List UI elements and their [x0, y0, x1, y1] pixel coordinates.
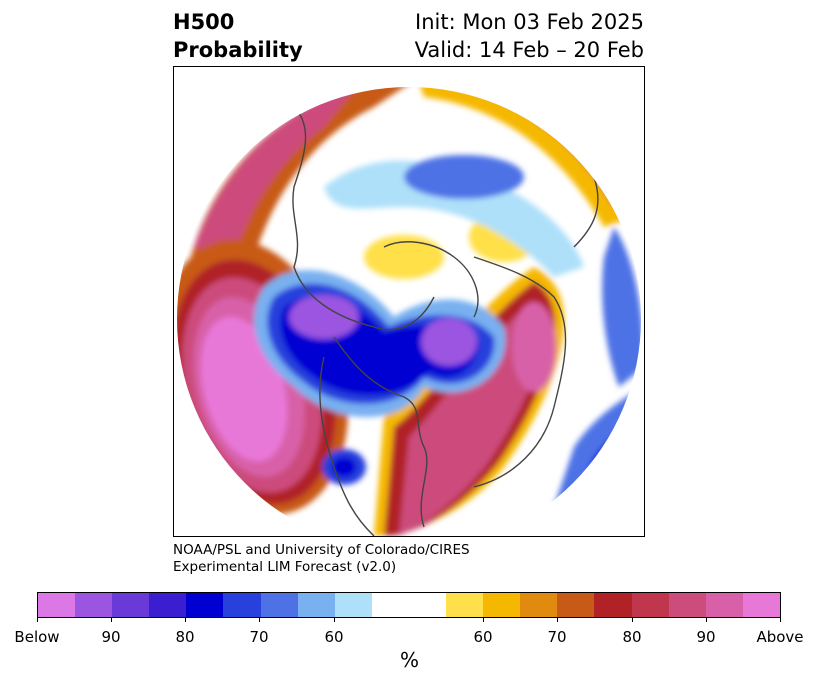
colorbar-tick [259, 617, 260, 622]
colorbar-segment-below-65 [260, 593, 298, 617]
colorbar-label-below: Below [14, 628, 60, 646]
colorbar-segment-below-75 [186, 593, 224, 617]
credit-line-1: NOAA/PSL and University of Colorado/CIRE… [173, 542, 470, 558]
colorbar-segment-neutral [371, 593, 447, 617]
colorbar-tick [780, 617, 781, 622]
colorbar-tick [334, 617, 335, 622]
colorbar-label-above-70: 70 [547, 628, 567, 646]
colorbar-tick [185, 617, 186, 622]
colorbar-tick [483, 617, 484, 622]
colorbar-label-below-60: 60 [324, 628, 344, 646]
polar-map [173, 66, 645, 537]
colorbar [37, 592, 781, 618]
colorbar-label-below-80: 80 [175, 628, 195, 646]
colorbar-label-above-80: 80 [622, 628, 642, 646]
init-date: Init: Mon 03 Feb 2025 [415, 10, 644, 34]
colorbar-label-above: Above [756, 628, 804, 646]
colorbar-segment-below-85 [112, 593, 150, 617]
colorbar-tick [706, 617, 707, 622]
colorbar-segment-above-85 [668, 593, 706, 617]
colorbar-segment-above-80 [631, 593, 669, 617]
colorbar-segment-above-55 [446, 593, 484, 617]
coastlines [292, 87, 599, 536]
colorbar-label-below-70: 70 [249, 628, 269, 646]
colorbar-segment-below-55 [334, 593, 372, 617]
colorbar-tick [37, 617, 38, 622]
colorbar-segment-below-80 [149, 593, 187, 617]
probability-contours [177, 87, 641, 536]
valid-date-range: Valid: 14 Feb – 20 Feb [414, 38, 644, 62]
title-quantity: Probability [173, 38, 303, 62]
colorbar-segment-below-70 [223, 593, 261, 617]
colorbar-tick [111, 617, 112, 622]
credit-line-2: Experimental LIM Forecast (v2.0) [173, 559, 397, 575]
colorbar-tick [632, 617, 633, 622]
colorbar-tick [557, 617, 558, 622]
credit-text: NOAA/PSL and University of Colorado/CIRE… [173, 542, 470, 576]
colorbar-segment-above-100 [742, 593, 780, 617]
title-variable: H500 [173, 10, 235, 34]
colorbar-unit: % [399, 648, 419, 672]
colorbar-segment-above-75 [594, 593, 632, 617]
colorbar-label-above-60: 60 [473, 628, 493, 646]
forecast-dates: Init: Mon 03 Feb 2025 Valid: 14 Feb – 20… [415, 8, 644, 64]
colorbar-segment-above-65 [520, 593, 558, 617]
colorbar-label-below-90: 90 [101, 628, 121, 646]
colorbar-segment-below-60 [297, 593, 335, 617]
probability-field [177, 87, 641, 536]
map-title: H500 Probability [173, 8, 303, 64]
colorbar-segment-below-100 [38, 593, 76, 617]
colorbar-segment-below-90 [75, 593, 113, 617]
colorbar-label-above-90: 90 [696, 628, 716, 646]
colorbar-segment-above-70 [557, 593, 595, 617]
colorbar-segment-above-90 [705, 593, 743, 617]
colorbar-segment-above-60 [483, 593, 521, 617]
